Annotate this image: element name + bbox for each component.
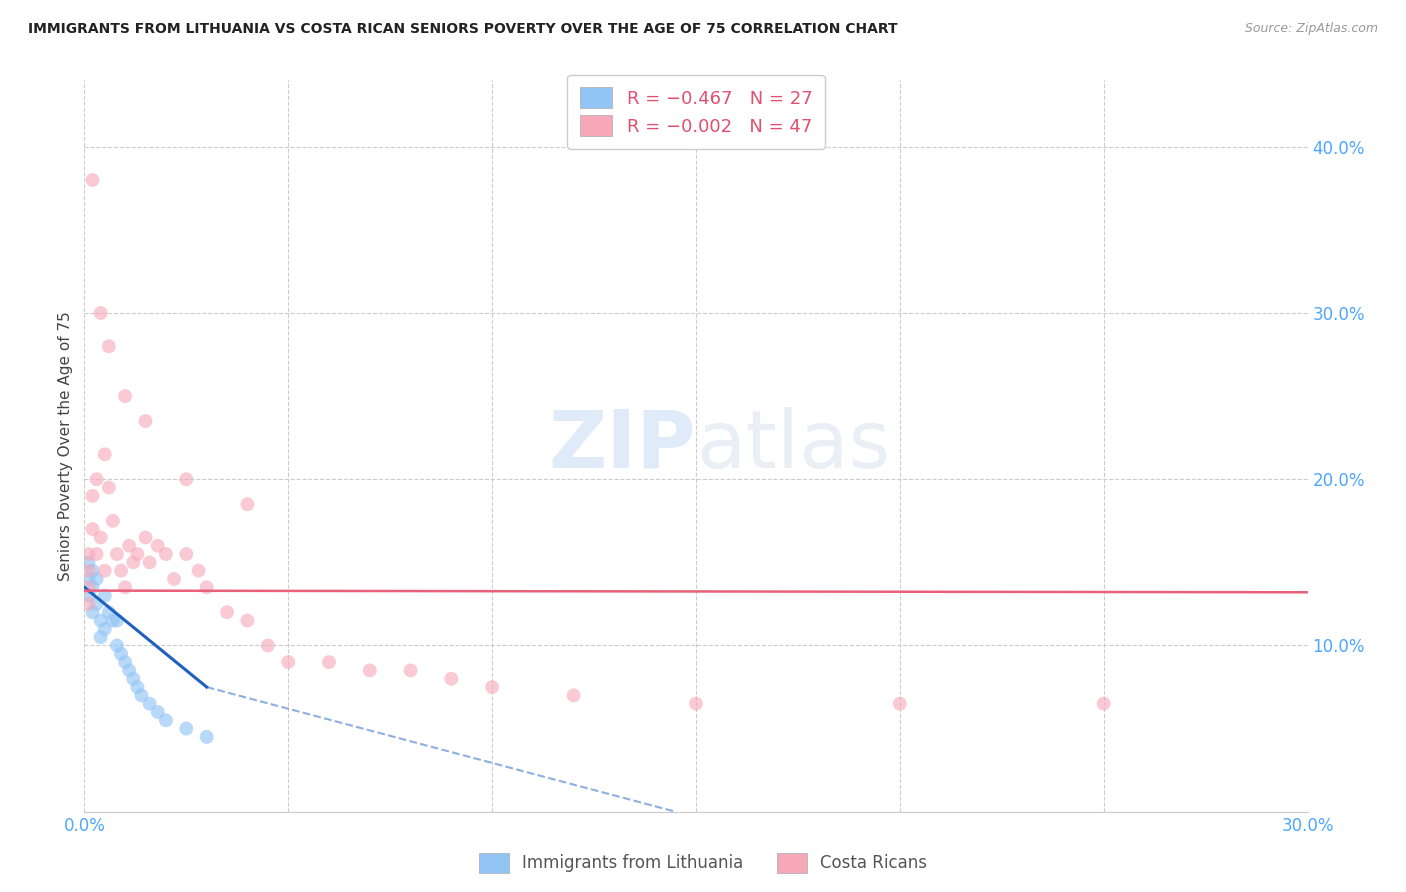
Point: [114, 389, 136, 403]
Point: [105, 614, 128, 628]
Point: [236, 497, 259, 511]
Point: [146, 705, 169, 719]
Y-axis label: Seniors Poverty Over the Age of 75: Seniors Poverty Over the Age of 75: [58, 311, 73, 581]
Point: [122, 672, 145, 686]
Point: [685, 697, 707, 711]
Point: [127, 547, 149, 561]
Point: [118, 539, 141, 553]
Point: [86, 572, 108, 586]
Point: [174, 472, 197, 486]
Point: [77, 589, 100, 603]
Point: [114, 655, 136, 669]
Point: [105, 547, 128, 561]
Point: [399, 664, 422, 678]
Point: [359, 664, 381, 678]
Point: [135, 414, 157, 428]
Point: [93, 564, 115, 578]
Point: [90, 530, 112, 544]
Point: [82, 564, 104, 578]
Point: [77, 564, 100, 578]
Point: [97, 339, 120, 353]
Text: ZIP: ZIP: [548, 407, 696, 485]
Legend: R = −0.467   N = 27, R = −0.002   N = 47: R = −0.467 N = 27, R = −0.002 N = 47: [567, 75, 825, 149]
Point: [114, 580, 136, 594]
Point: [257, 639, 280, 653]
Point: [562, 689, 585, 703]
Point: [90, 306, 112, 320]
Point: [236, 614, 259, 628]
Point: [97, 605, 120, 619]
Point: [77, 547, 100, 561]
Point: [93, 622, 115, 636]
Text: Source: ZipAtlas.com: Source: ZipAtlas.com: [1244, 22, 1378, 36]
Legend: Immigrants from Lithuania, Costa Ricans: Immigrants from Lithuania, Costa Ricans: [472, 847, 934, 880]
Point: [77, 555, 100, 569]
Point: [93, 589, 115, 603]
Text: IMMIGRANTS FROM LITHUANIA VS COSTA RICAN SENIORS POVERTY OVER THE AGE OF 75 CORR: IMMIGRANTS FROM LITHUANIA VS COSTA RICAN…: [28, 22, 898, 37]
Point: [86, 547, 108, 561]
Point: [77, 580, 100, 594]
Point: [127, 680, 149, 694]
Point: [138, 697, 160, 711]
Point: [155, 547, 177, 561]
Point: [82, 522, 104, 536]
Point: [97, 481, 120, 495]
Point: [889, 697, 911, 711]
Point: [138, 555, 160, 569]
Point: [77, 572, 100, 586]
Point: [82, 489, 104, 503]
Point: [277, 655, 299, 669]
Point: [90, 614, 112, 628]
Point: [82, 580, 104, 594]
Point: [174, 547, 197, 561]
Point: [146, 539, 169, 553]
Text: atlas: atlas: [696, 407, 890, 485]
Point: [318, 655, 340, 669]
Point: [110, 564, 132, 578]
Point: [101, 514, 124, 528]
Point: [77, 597, 100, 611]
Point: [217, 605, 239, 619]
Point: [105, 639, 128, 653]
Point: [135, 530, 157, 544]
Point: [187, 564, 209, 578]
Point: [155, 714, 177, 728]
Point: [118, 664, 141, 678]
Point: [481, 680, 503, 694]
Point: [195, 730, 218, 744]
Point: [82, 173, 104, 187]
Point: [90, 630, 112, 644]
Point: [163, 572, 186, 586]
Point: [86, 597, 108, 611]
Point: [122, 555, 145, 569]
Point: [86, 472, 108, 486]
Point: [440, 672, 463, 686]
Point: [1092, 697, 1115, 711]
Point: [101, 614, 124, 628]
Point: [195, 580, 218, 594]
Point: [93, 447, 115, 461]
Point: [174, 722, 197, 736]
Point: [82, 605, 104, 619]
Point: [110, 647, 132, 661]
Point: [131, 689, 153, 703]
